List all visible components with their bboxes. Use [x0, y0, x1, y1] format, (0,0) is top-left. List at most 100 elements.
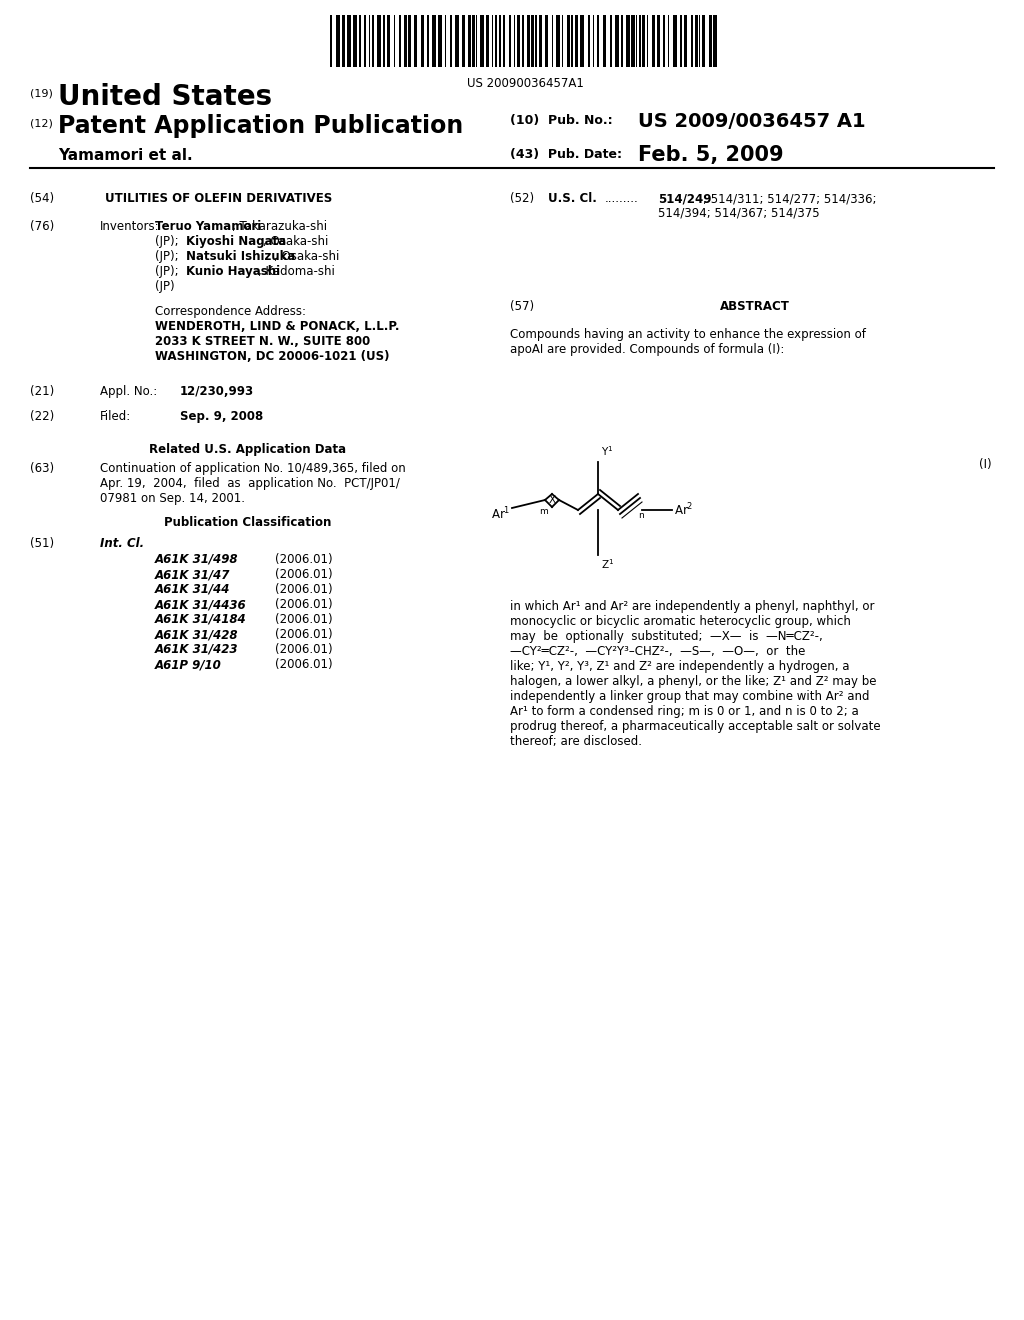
Text: .........: ......... [605, 191, 639, 205]
Text: (2006.01): (2006.01) [275, 598, 333, 611]
Text: monocyclic or bicyclic aromatic heterocyclic group, which: monocyclic or bicyclic aromatic heterocy… [510, 615, 851, 628]
Text: apoAI are provided. Compounds of formula (I):: apoAI are provided. Compounds of formula… [510, 343, 784, 356]
Bar [603, 15, 606, 67]
Text: A61K 31/4436: A61K 31/4436 [155, 598, 247, 611]
Bar [499, 15, 501, 67]
Bar [503, 15, 505, 67]
Text: (21): (21) [30, 385, 54, 399]
Text: (2006.01): (2006.01) [275, 553, 333, 566]
Bar [347, 15, 351, 67]
Text: , Osaka-shi: , Osaka-shi [274, 249, 340, 263]
Text: (10)  Pub. No.:: (10) Pub. No.: [510, 114, 612, 127]
Text: thereof; are disclosed.: thereof; are disclosed. [510, 735, 642, 748]
Bar [480, 15, 484, 67]
Text: (2006.01): (2006.01) [275, 657, 333, 671]
Text: (JP);: (JP); [155, 249, 182, 263]
Bar [399, 15, 401, 67]
Text: (I): (I) [979, 458, 992, 471]
Bar [387, 15, 390, 67]
Text: Patent Application Publication: Patent Application Publication [58, 114, 463, 139]
Bar [639, 15, 641, 67]
Bar [580, 15, 584, 67]
Bar [709, 15, 712, 67]
Text: Ar$^1$: Ar$^1$ [490, 506, 510, 523]
Bar [663, 15, 665, 67]
Text: Ar¹ to form a condensed ring; m is 0 or 1, and n is 0 to 2; a: Ar¹ to form a condensed ring; m is 0 or … [510, 705, 859, 718]
Text: (2006.01): (2006.01) [275, 628, 333, 642]
Bar [621, 15, 623, 67]
Text: A61P 9/10: A61P 9/10 [155, 657, 222, 671]
Text: 07981 on Sep. 14, 2001.: 07981 on Sep. 14, 2001. [100, 492, 245, 506]
Text: UTILITIES OF OLEFIN DERIVATIVES: UTILITIES OF OLEFIN DERIVATIVES [105, 191, 332, 205]
Text: halogen, a lower alkyl, a phenyl, or the like; Z¹ and Z² may be: halogen, a lower alkyl, a phenyl, or the… [510, 675, 877, 688]
Bar [377, 15, 381, 67]
Bar [575, 15, 578, 67]
Bar [486, 15, 489, 67]
Bar [522, 15, 524, 67]
Bar [631, 15, 635, 67]
Text: (2006.01): (2006.01) [275, 643, 333, 656]
Bar [336, 15, 340, 67]
Text: Sep. 9, 2008: Sep. 9, 2008 [180, 411, 263, 422]
Bar [535, 15, 537, 67]
Text: (52): (52) [510, 191, 535, 205]
Text: prodrug thereof, a pharmaceutically acceptable salt or solvate: prodrug thereof, a pharmaceutically acce… [510, 719, 881, 733]
Text: WENDEROTH, LIND & PONACK, L.L.P.: WENDEROTH, LIND & PONACK, L.L.P. [155, 319, 399, 333]
Bar [364, 15, 366, 67]
Text: A61K 31/44: A61K 31/44 [155, 583, 230, 597]
Text: (2006.01): (2006.01) [275, 612, 333, 626]
Bar [414, 15, 417, 67]
Bar [517, 15, 520, 67]
Text: 2033 K STREET N. W., SUITE 800: 2033 K STREET N. W., SUITE 800 [155, 335, 371, 348]
Text: ; 514/311; 514/277; 514/336;: ; 514/311; 514/277; 514/336; [703, 191, 877, 205]
Text: Related U.S. Application Data: Related U.S. Application Data [150, 444, 346, 455]
Text: 12/230,993: 12/230,993 [180, 385, 254, 399]
Text: independently a linker group that may combine with Ar² and: independently a linker group that may co… [510, 690, 869, 704]
Bar [684, 15, 687, 67]
Bar [571, 15, 573, 67]
Text: A61K 31/4184: A61K 31/4184 [155, 612, 247, 626]
Bar [353, 15, 357, 67]
Text: Natsuki Ishizuka: Natsuki Ishizuka [186, 249, 296, 263]
Text: (51): (51) [30, 537, 54, 550]
Text: —CY²═CZ²-,  —CY²Y³–CHZ²-,  —S—,  —O—,  or  the: —CY²═CZ²-, —CY²Y³–CHZ²-, —S—, —O—, or th… [510, 645, 805, 657]
Text: Publication Classification: Publication Classification [164, 516, 332, 529]
Text: Continuation of application No. 10/489,365, filed on: Continuation of application No. 10/489,3… [100, 462, 406, 475]
Text: A61K 31/423: A61K 31/423 [155, 643, 239, 656]
Bar [495, 15, 497, 67]
Bar [642, 15, 645, 67]
Bar [556, 15, 560, 67]
Text: (JP);: (JP); [155, 235, 182, 248]
Bar [438, 15, 442, 67]
Text: (63): (63) [30, 462, 54, 475]
Text: Int. Cl.: Int. Cl. [100, 537, 144, 550]
Bar [695, 15, 698, 67]
Text: US 2009/0036457 A1: US 2009/0036457 A1 [638, 112, 865, 131]
Text: m: m [539, 507, 548, 516]
Bar [404, 15, 407, 67]
Text: Correspondence Address:: Correspondence Address: [155, 305, 306, 318]
Text: Yamamori et al.: Yamamori et al. [58, 148, 193, 162]
Bar [673, 15, 677, 67]
Bar [567, 15, 570, 67]
Text: Feb. 5, 2009: Feb. 5, 2009 [638, 145, 783, 165]
Text: (JP);: (JP); [155, 265, 182, 279]
Bar [691, 15, 693, 67]
Text: U.S. Cl.: U.S. Cl. [548, 191, 597, 205]
Bar [509, 15, 511, 67]
Text: , Osaka-shi: , Osaka-shi [263, 235, 329, 248]
Text: , Kadoma-shi: , Kadoma-shi [258, 265, 335, 279]
Bar [359, 15, 361, 67]
Text: A61K 31/498: A61K 31/498 [155, 553, 239, 566]
Text: Appl. No.:: Appl. No.: [100, 385, 158, 399]
Bar [615, 15, 618, 67]
Text: (54): (54) [30, 191, 54, 205]
Text: A61K 31/47: A61K 31/47 [155, 568, 230, 581]
Bar [531, 15, 534, 67]
Text: n: n [638, 511, 644, 520]
Bar [702, 15, 705, 67]
Bar [462, 15, 465, 67]
Text: in which Ar¹ and Ar² are independently a phenyl, naphthyl, or: in which Ar¹ and Ar² are independently a… [510, 601, 874, 612]
Text: (43)  Pub. Date:: (43) Pub. Date: [510, 148, 622, 161]
Text: A61K 31/428: A61K 31/428 [155, 628, 239, 642]
